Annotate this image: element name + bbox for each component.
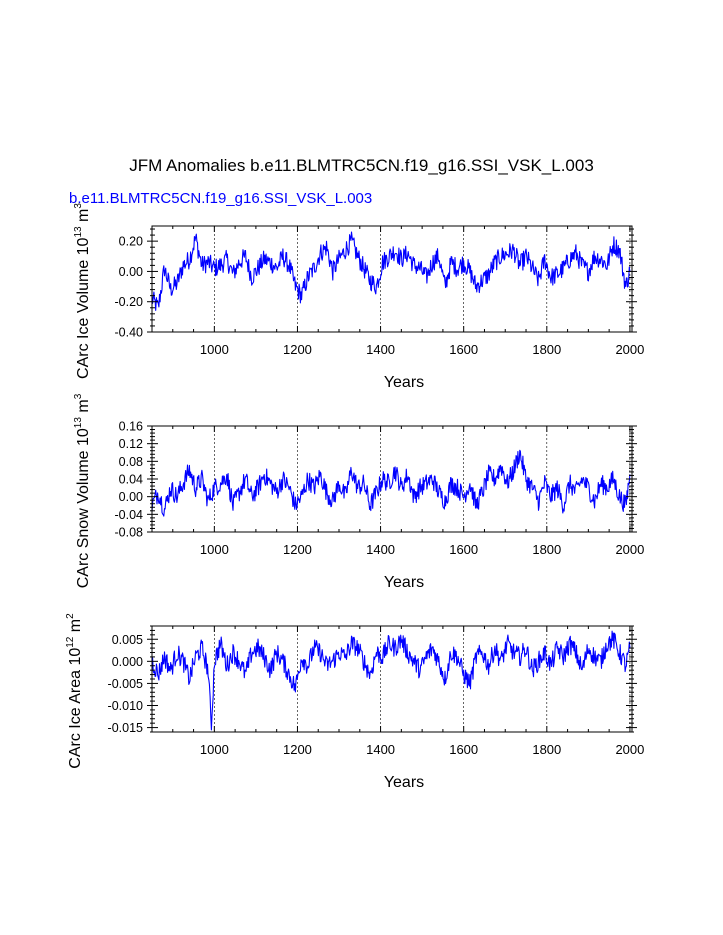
data-series-line — [151, 449, 631, 517]
y-axis-label: CArc Ice Volume 1013 m3 — [73, 203, 92, 379]
y-tick-label: -0.20 — [115, 295, 144, 309]
figure-subtitle: b.e11.BLMTRC5CN.f19_g16.SSI_VSK_L.003 — [69, 190, 373, 207]
y-axis-label-exponent: 13 — [73, 417, 84, 429]
y-tick-label: 0.000 — [112, 655, 143, 669]
chart-panel-1: 1000 1200 1400 1600 1800 2000 -0.40 -0.20 0.00 0.… — [73, 203, 644, 391]
y-tick-label: -0.010 — [108, 699, 143, 713]
x-tick-label: 1800 — [532, 742, 561, 757]
y-tick-label: -0.40 — [115, 326, 144, 340]
y-tick-label: 0.005 — [112, 633, 143, 647]
data-series-line — [151, 630, 631, 731]
x-axis-label: Years — [384, 374, 424, 391]
x-tick-label: 1200 — [283, 542, 312, 557]
x-tick-label: 2000 — [615, 542, 644, 557]
x-tick-label: 1000 — [200, 342, 229, 357]
x-tick-label: 1200 — [283, 742, 312, 757]
y-tick-label: 0.04 — [119, 473, 143, 487]
y-axis-label: CArc Ice Area 1012 m2 — [65, 613, 84, 769]
y-tick-label: 0.00 — [119, 490, 143, 504]
y-axis-label-unit-exponent: 3 — [73, 203, 84, 209]
y-axis-label-unit: m — [75, 399, 92, 417]
x-tick-label: 2000 — [615, 342, 644, 357]
x-tick-label: 1000 — [200, 742, 229, 757]
x-tick-label: 2000 — [615, 742, 644, 757]
data-series-line — [151, 231, 631, 311]
x-tick-label: 1400 — [366, 542, 395, 557]
y-tick-label: 0.12 — [119, 437, 143, 451]
plot-frame — [151, 625, 633, 733]
figure-title: JFM Anomalies b.e11.BLMTRC5CN.f19_g16.SS… — [129, 156, 594, 175]
y-axis-label-unit-exponent: 2 — [65, 613, 76, 619]
y-axis-label-exponent: 13 — [73, 226, 84, 238]
x-axis-label: Years — [384, 574, 424, 591]
x-axis-label: Years — [384, 774, 424, 791]
x-tick-label: 1800 — [532, 342, 561, 357]
y-tick-label: 0.00 — [119, 265, 143, 279]
x-tick-label: 1400 — [366, 742, 395, 757]
x-tick-label: 1600 — [449, 742, 478, 757]
y-axis-label-unit: m — [75, 209, 92, 227]
x-tick-label: 1400 — [366, 342, 395, 357]
x-tick-label: 1000 — [200, 542, 229, 557]
chart-panel-2: 1000 1200 1400 1600 1800 2000 -0.08 -0.04 0.00 0.… — [73, 393, 644, 591]
plot-frame — [151, 225, 633, 333]
y-tick-label: 0.08 — [119, 455, 143, 469]
x-tick-label: 1200 — [283, 342, 312, 357]
y-axis-label-unit-exponent: 3 — [73, 393, 84, 399]
y-tick-label: -0.005 — [108, 677, 143, 691]
y-tick-label: -0.04 — [115, 508, 144, 522]
y-axis-label-exponent: 12 — [65, 636, 76, 648]
y-axis-label-text: CArc Ice Volume 10 — [75, 237, 92, 379]
y-axis-label-text: CArc Ice Area 10 — [67, 648, 84, 769]
x-tick-label: 1600 — [449, 542, 478, 557]
y-axis-label-text: CArc Snow Volume 10 — [75, 428, 92, 588]
y-tick-label: -0.08 — [115, 526, 144, 540]
y-tick-label: 0.16 — [119, 420, 143, 434]
y-tick-label: 0.20 — [119, 235, 143, 249]
y-tick-label: -0.015 — [108, 721, 143, 735]
chart-panel-3: 1000 1200 1400 1600 1800 2000 -0.015 -0.010 -0.0… — [65, 613, 644, 791]
y-axis-label-unit: m — [67, 619, 84, 637]
x-tick-label: 1800 — [532, 542, 561, 557]
x-tick-label: 1600 — [449, 342, 478, 357]
y-axis-label: CArc Snow Volume 1013 m3 — [73, 393, 92, 588]
